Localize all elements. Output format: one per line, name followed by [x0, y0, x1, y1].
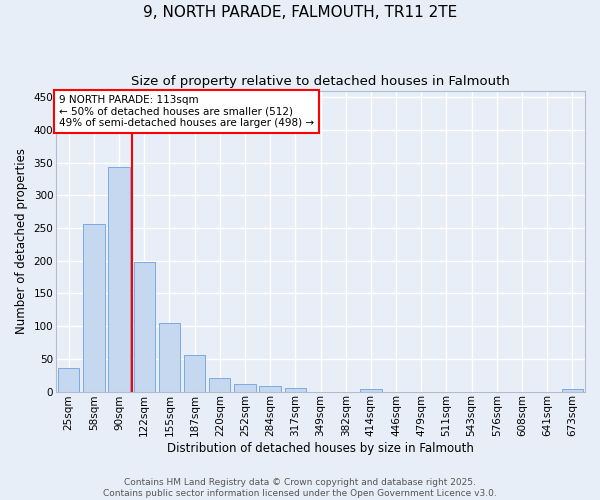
Bar — [159, 324, 180, 392]
Bar — [134, 262, 155, 392]
Bar — [83, 224, 104, 392]
Bar — [234, 384, 256, 392]
Y-axis label: Number of detached properties: Number of detached properties — [15, 148, 28, 334]
Text: 9 NORTH PARADE: 113sqm
← 50% of detached houses are smaller (512)
49% of semi-de: 9 NORTH PARADE: 113sqm ← 50% of detached… — [59, 95, 314, 128]
Title: Size of property relative to detached houses in Falmouth: Size of property relative to detached ho… — [131, 75, 510, 88]
Bar — [58, 368, 79, 392]
Bar — [109, 167, 130, 392]
Text: Contains HM Land Registry data © Crown copyright and database right 2025.
Contai: Contains HM Land Registry data © Crown c… — [103, 478, 497, 498]
Bar — [259, 386, 281, 392]
Bar — [562, 389, 583, 392]
X-axis label: Distribution of detached houses by size in Falmouth: Distribution of detached houses by size … — [167, 442, 474, 455]
Bar — [184, 355, 205, 392]
Text: 9, NORTH PARADE, FALMOUTH, TR11 2TE: 9, NORTH PARADE, FALMOUTH, TR11 2TE — [143, 5, 457, 20]
Bar — [284, 388, 306, 392]
Bar — [360, 389, 382, 392]
Bar — [209, 378, 230, 392]
